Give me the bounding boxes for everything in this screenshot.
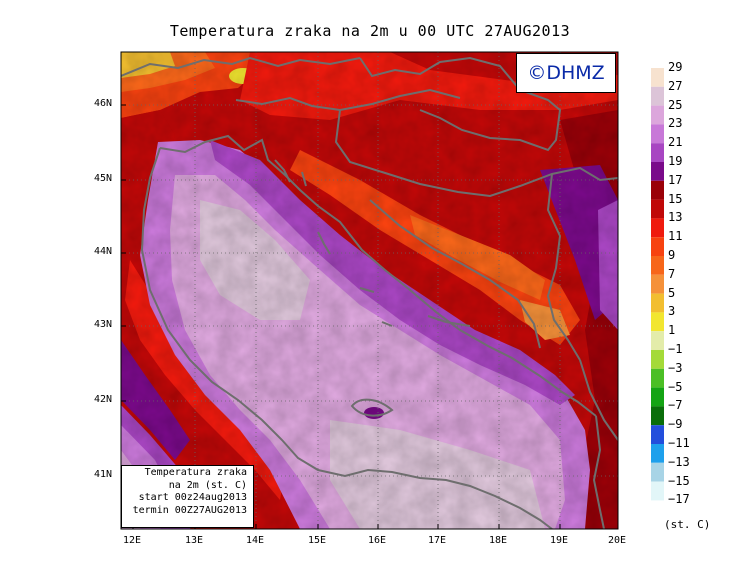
legend-value: −5 bbox=[668, 379, 683, 394]
lon-label: 19E bbox=[550, 535, 569, 546]
legend-swatch bbox=[651, 444, 664, 463]
lat-label: 46N bbox=[94, 98, 113, 109]
legend-value: −17 bbox=[668, 492, 690, 507]
info-line-3: start 00z24aug2013 bbox=[138, 492, 247, 503]
lon-label: 15E bbox=[308, 535, 327, 546]
coast-gargano bbox=[350, 398, 394, 417]
border-serbia bbox=[546, 173, 581, 361]
legend-value: −7 bbox=[668, 398, 683, 413]
coast-balkan bbox=[159, 134, 597, 417]
legend-swatch bbox=[651, 199, 664, 219]
lon-label: 20E bbox=[608, 535, 627, 546]
legend-value: 25 bbox=[668, 97, 683, 112]
legend-swatch bbox=[651, 124, 664, 144]
legend-unit: (st. C) bbox=[664, 518, 711, 531]
legend-swatch bbox=[651, 218, 664, 238]
legend-swatch bbox=[651, 350, 664, 369]
lon-label: 18E bbox=[489, 535, 508, 546]
legend-value: 17 bbox=[668, 172, 683, 187]
legend-swatch bbox=[651, 312, 664, 332]
legend-value: 7 bbox=[668, 266, 676, 281]
lat-label: 43N bbox=[94, 319, 113, 330]
info-line-2: na 2m (st. C) bbox=[168, 479, 247, 491]
lat-label: 42N bbox=[94, 394, 113, 405]
lat-label: 41N bbox=[94, 469, 113, 480]
map-frame bbox=[120, 51, 619, 530]
legend-value: 3 bbox=[668, 304, 676, 319]
legend-value: −9 bbox=[668, 417, 683, 432]
lon-label: 16E bbox=[368, 535, 387, 546]
lat-label: 44N bbox=[94, 246, 113, 257]
border-bosnia-south bbox=[369, 199, 541, 349]
legend-value: −3 bbox=[668, 360, 683, 375]
legend-value: −13 bbox=[668, 454, 690, 469]
legend-swatch bbox=[651, 368, 664, 388]
legend-swatch bbox=[651, 162, 664, 181]
legend-value: −1 bbox=[668, 342, 683, 356]
border-bosnia-north bbox=[334, 109, 618, 198]
legend-swatch bbox=[651, 68, 664, 87]
coastlines bbox=[121, 56, 618, 529]
map-title: Temperatura zraka na 2m u 00 UTC 27AUG20… bbox=[169, 22, 571, 40]
legend-value: 13 bbox=[668, 210, 683, 225]
legend-swatch bbox=[651, 331, 664, 350]
legend-value: 9 bbox=[668, 248, 676, 262]
legend-colorbar bbox=[651, 68, 664, 501]
lon-label: 12E bbox=[123, 535, 142, 546]
legend-value: 21 bbox=[668, 135, 683, 150]
border-hungary bbox=[359, 56, 562, 152]
lon-label: 17E bbox=[428, 535, 447, 546]
legend-value: −15 bbox=[668, 473, 690, 488]
info-line-4: termin 00Z27AUG2013 bbox=[132, 504, 247, 516]
coast-islands bbox=[274, 159, 471, 327]
legend-value: 5 bbox=[668, 285, 676, 300]
legend-value: 19 bbox=[668, 154, 683, 168]
legend-swatch bbox=[651, 237, 664, 256]
legend-swatch bbox=[651, 143, 664, 162]
legend-swatch bbox=[651, 180, 664, 200]
legend-swatch bbox=[651, 425, 664, 444]
legend-swatch bbox=[651, 256, 664, 275]
legend-value: 23 bbox=[668, 116, 683, 131]
legend-swatch bbox=[651, 105, 664, 125]
copyright-label: ©DHMZ bbox=[516, 53, 616, 93]
coast-albania bbox=[592, 415, 605, 529]
legend-swatch bbox=[651, 274, 664, 294]
legend-swatch bbox=[651, 462, 664, 482]
legend-swatch bbox=[651, 481, 664, 501]
coast-italy bbox=[140, 147, 553, 529]
lon-label: 14E bbox=[246, 535, 265, 546]
legend-swatch bbox=[651, 406, 664, 426]
legend-swatch bbox=[651, 293, 664, 313]
legend-value: 11 bbox=[668, 229, 683, 244]
legend-value: 29 bbox=[668, 60, 683, 74]
legend-value: 1 bbox=[668, 323, 676, 338]
lat-label: 45N bbox=[94, 173, 113, 184]
legend-value: 27 bbox=[668, 78, 683, 93]
legend-swatch bbox=[651, 387, 664, 407]
border-albania bbox=[579, 359, 618, 441]
info-line-1: Temperatura zraka bbox=[144, 467, 247, 478]
legend-value: 15 bbox=[668, 191, 683, 206]
legend-swatch bbox=[651, 86, 664, 106]
legend-value: −11 bbox=[668, 436, 690, 450]
border-alps bbox=[121, 56, 361, 77]
lon-label: 13E bbox=[185, 535, 204, 546]
info-box: Temperatura zraka na 2m (st. C) start 00… bbox=[121, 465, 254, 528]
